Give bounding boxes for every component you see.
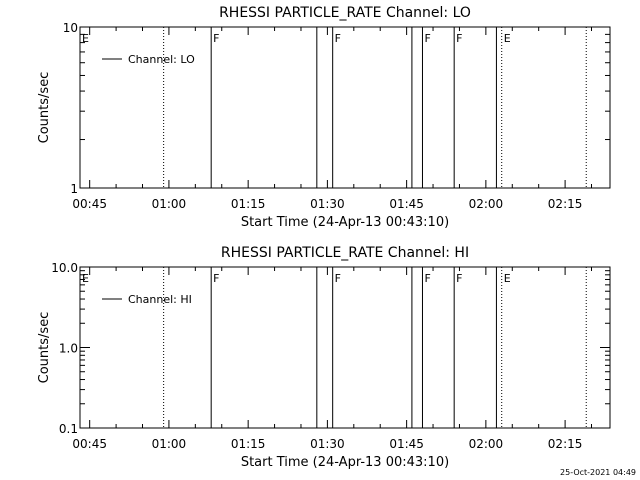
event-flag: E — [504, 32, 511, 45]
plot-frame — [79, 266, 611, 429]
plot-frame — [79, 26, 611, 189]
x-axis-label: Start Time (24-Apr-13 00:43:10) — [241, 215, 449, 230]
event-flag: E — [82, 272, 89, 285]
x-tick-label: 00:45 — [72, 197, 107, 211]
x-tick-label: 01:30 — [310, 437, 345, 451]
y-tick-label: 10.0 — [51, 261, 78, 275]
x-tick-label: 02:00 — [469, 197, 504, 211]
x-tick-label: 01:45 — [389, 437, 424, 451]
y-tick-label: 0.1 — [59, 422, 78, 436]
event-flag: E — [82, 32, 89, 45]
event-flag: F — [335, 272, 341, 285]
plot-timestamp: 25-Oct-2021 04:49 — [560, 468, 636, 477]
x-tick-label: 02:15 — [548, 197, 583, 211]
y-tick-label: 10 — [63, 21, 78, 35]
x-tick-label: 02:00 — [469, 437, 504, 451]
event-flag: F — [424, 32, 430, 45]
x-axis-label: Start Time (24-Apr-13 00:43:10) — [241, 455, 449, 470]
x-tick-label: 01:30 — [310, 197, 345, 211]
legend-label: Channel: LO — [128, 53, 195, 66]
y-axis-label: Counts/sec — [37, 312, 52, 384]
x-tick-label: 01:15 — [231, 437, 266, 451]
event-flag: F — [424, 272, 430, 285]
x-tick-label: 01:15 — [231, 197, 266, 211]
legend-label: Channel: HI — [128, 293, 192, 306]
event-flag: F — [213, 272, 219, 285]
event-flag: F — [456, 272, 462, 285]
x-tick-label: 01:00 — [152, 197, 187, 211]
y-axis-label: Counts/sec — [37, 72, 52, 144]
event-flag: F — [335, 32, 341, 45]
event-flag: F — [213, 32, 219, 45]
y-tick-label: 1.0 — [59, 342, 78, 356]
x-tick-label: 02:15 — [548, 437, 583, 451]
x-tick-label: 00:45 — [72, 437, 107, 451]
chart-title: RHESSI PARTICLE_RATE Channel: HI — [221, 245, 469, 261]
event-flag: F — [456, 32, 462, 45]
event-flag: E — [504, 272, 511, 285]
x-tick-label: 01:45 — [389, 197, 424, 211]
y-tick-label: 1 — [70, 182, 78, 196]
chart-title: RHESSI PARTICLE_RATE Channel: LO — [219, 5, 471, 21]
x-tick-label: 01:00 — [152, 437, 187, 451]
